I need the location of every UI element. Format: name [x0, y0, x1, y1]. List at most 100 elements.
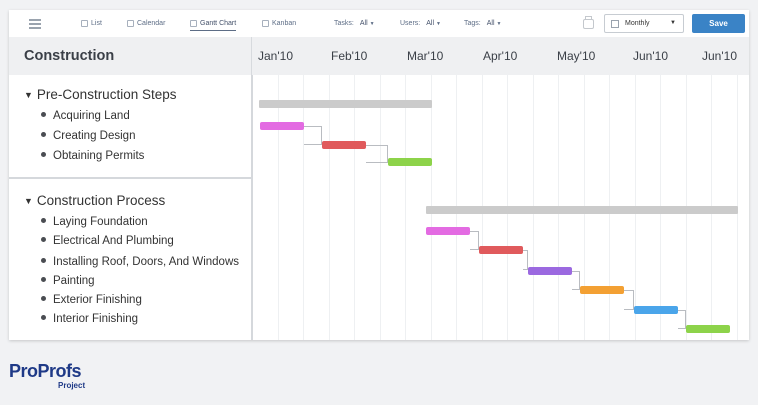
- gridline: [354, 75, 355, 340]
- panel-divider[interactable]: [251, 75, 253, 340]
- gridline: [303, 75, 304, 340]
- bullet-icon: [41, 315, 46, 320]
- tab-list[interactable]: List: [81, 10, 102, 37]
- print-button[interactable]: [583, 10, 594, 37]
- dependency-connector: [624, 290, 634, 310]
- list-icon: [81, 20, 88, 27]
- dependency-connector: [304, 126, 322, 145]
- task-bar-creating-design[interactable]: [322, 141, 366, 149]
- task-row[interactable]: Obtaining Permits: [41, 150, 144, 162]
- tab-list-label: List: [91, 20, 102, 27]
- calendar-icon: [127, 20, 134, 27]
- group-construction-process[interactable]: ▼ Construction Process: [24, 193, 165, 208]
- gridline: [329, 75, 330, 340]
- collapse-triangle-icon[interactable]: ▼: [24, 90, 33, 100]
- task-bar-laying-foundation[interactable]: [426, 227, 470, 235]
- tasks-filter-label: Tasks:: [334, 20, 354, 27]
- month-label: Mar'10: [407, 49, 444, 63]
- group-pre-construction[interactable]: ▼ Pre-Construction Steps: [24, 87, 176, 102]
- task-name: Interior Finishing: [53, 313, 139, 325]
- month-label: Jun'10: [633, 49, 668, 63]
- gantt-chart-area: [253, 75, 749, 340]
- summary-bar-construction-process[interactable]: [426, 206, 738, 214]
- task-bar-exterior-finishing[interactable]: [634, 306, 678, 314]
- gantt-panel: List Calendar Gantt Chart Kanban Tasks: …: [9, 10, 749, 340]
- month-label: Jan'10: [258, 49, 293, 63]
- gridline: [380, 75, 381, 340]
- bullet-icon: [41, 152, 46, 157]
- task-name: Acquiring Land: [53, 110, 130, 122]
- task-row[interactable]: Exterior Finishing: [41, 294, 142, 306]
- project-title: Construction: [24, 48, 115, 64]
- logo-subtitle: Project: [58, 381, 86, 390]
- users-filter-value: All: [426, 20, 435, 27]
- header-divider: [251, 37, 252, 75]
- proprofs-logo: ProProfs: [9, 361, 82, 382]
- month-label: May'10: [557, 49, 596, 63]
- bullet-icon: [41, 237, 46, 242]
- bullet-icon: [41, 296, 46, 301]
- task-bar-electrical-and-plumbing[interactable]: [479, 246, 523, 254]
- users-filter[interactable]: Users: All ▼: [400, 10, 441, 37]
- gridline: [278, 75, 279, 340]
- dependency-connector: [366, 145, 388, 163]
- dependency-connector: [572, 271, 580, 290]
- group-divider: [9, 177, 251, 179]
- tasks-filter-value: All: [359, 20, 368, 27]
- task-row[interactable]: Acquiring Land: [41, 110, 130, 122]
- tab-kanban-label: Kanban: [272, 20, 297, 27]
- tags-filter-value: All: [486, 20, 495, 27]
- task-row[interactable]: Creating Design: [41, 130, 135, 142]
- group-label: Construction Process: [36, 193, 166, 208]
- task-row[interactable]: Electrical And Plumbing: [41, 235, 174, 247]
- bullet-icon: [41, 258, 46, 263]
- tab-gantt-chart[interactable]: Gantt Chart: [190, 17, 237, 31]
- group-label: Pre-Construction Steps: [36, 87, 177, 102]
- logo-text: ProProfs: [9, 361, 82, 381]
- save-button[interactable]: Save: [692, 14, 745, 33]
- tab-calendar[interactable]: Calendar: [127, 10, 165, 37]
- gantt-icon: [190, 20, 197, 27]
- task-name: Installing Roof, Doors, And Windows: [53, 256, 240, 268]
- task-row[interactable]: Interior Finishing: [41, 313, 138, 325]
- task-name: Laying Foundation: [53, 216, 148, 228]
- task-bar-installing-roof[interactable]: [528, 267, 572, 275]
- task-name: Creating Design: [53, 130, 136, 142]
- dependency-connector: [523, 250, 528, 270]
- task-name: Electrical And Plumbing: [53, 235, 174, 247]
- month-label: Jun'10: [702, 49, 737, 63]
- task-bar-interior-finishing[interactable]: [686, 325, 730, 333]
- bullet-icon: [41, 277, 46, 282]
- kanban-icon: [262, 20, 269, 27]
- chevron-down-icon: ▼: [436, 20, 441, 27]
- calendar-icon: [611, 19, 619, 28]
- menu-icon[interactable]: [28, 10, 41, 37]
- tab-kanban[interactable]: Kanban: [262, 10, 296, 37]
- task-name: Obtaining Permits: [53, 150, 145, 162]
- tags-filter[interactable]: Tags: All ▼: [464, 10, 501, 37]
- collapse-triangle-icon[interactable]: ▼: [24, 196, 33, 206]
- month-label: Apr'10: [483, 49, 518, 63]
- task-row[interactable]: Painting: [41, 275, 95, 287]
- task-row[interactable]: Installing Roof, Doors, And Windows: [41, 256, 239, 268]
- chevron-down-icon: ▼: [670, 20, 676, 26]
- users-filter-label: Users:: [400, 20, 421, 27]
- scale-select-value: Monthly: [625, 20, 650, 27]
- tab-calendar-label: Calendar: [137, 20, 166, 27]
- scale-select[interactable]: Monthly ▼: [604, 14, 684, 33]
- gantt-header: Construction Jan'10 Feb'10 Mar'10 Apr'10…: [9, 37, 749, 75]
- toolbar: List Calendar Gantt Chart Kanban Tasks: …: [9, 10, 749, 37]
- summary-bar-pre-construction[interactable]: [259, 100, 432, 108]
- chevron-down-icon: ▼: [369, 20, 375, 27]
- task-name: Painting: [53, 275, 95, 287]
- dependency-connector: [678, 310, 686, 329]
- bullet-icon: [41, 132, 46, 137]
- tasks-filter[interactable]: Tasks: All ▼: [334, 10, 375, 37]
- print-icon: [583, 15, 594, 29]
- bullet-icon: [41, 218, 46, 223]
- task-bar-acquiring-land[interactable]: [260, 122, 304, 130]
- chevron-down-icon: ▼: [496, 20, 502, 27]
- task-bar-painting[interactable]: [580, 286, 624, 294]
- task-row[interactable]: Laying Foundation: [41, 216, 148, 228]
- task-bar-obtaining-permits[interactable]: [388, 158, 432, 166]
